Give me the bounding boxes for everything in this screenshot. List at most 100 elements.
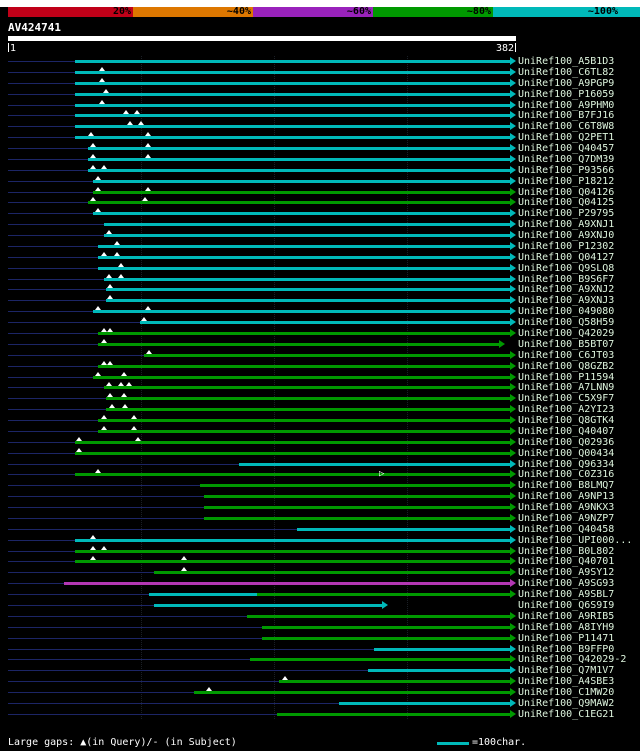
hit-label[interactable]: UniRef100_Q40457 <box>518 143 615 155</box>
hit-bar[interactable] <box>98 255 510 259</box>
hit-label[interactable]: UniRef100_P18212 <box>518 175 615 187</box>
hit-label[interactable]: UniRef100_B0L802 <box>518 545 615 557</box>
hit-bar[interactable] <box>98 419 510 423</box>
hit-bar[interactable] <box>87 157 510 161</box>
hit-label[interactable]: UniRef100_A9XNJ2 <box>518 284 615 296</box>
hit-bar[interactable] <box>103 223 510 227</box>
hit-label[interactable]: UniRef100_B5BT07 <box>518 338 615 350</box>
hit-label[interactable]: UniRef100_A5B1D3 <box>518 56 615 67</box>
hit-label[interactable]: UniRef100_Q04126 <box>518 186 615 198</box>
hit-label[interactable]: UniRef100_A9SBL7 <box>518 589 615 601</box>
hit-label[interactable]: UniRef100_Q8GTK4 <box>518 415 615 427</box>
hit-label[interactable]: UniRef100_A9SY12 <box>518 567 615 579</box>
hit-bar[interactable] <box>368 669 510 673</box>
hit-label[interactable]: UniRef100_Q40407 <box>518 425 615 437</box>
hit-label[interactable]: UniRef100_P93566 <box>518 164 615 176</box>
hit-bar[interactable] <box>93 310 510 314</box>
hit-bar[interactable] <box>74 560 510 564</box>
hit-label[interactable]: UniRef100_P11594 <box>518 371 615 383</box>
hit-bar[interactable] <box>87 168 510 172</box>
hit-label[interactable]: UniRef100_C1MW20 <box>518 687 615 699</box>
hit-label[interactable]: UniRef100_UPI000... <box>518 534 633 546</box>
hit-bar[interactable] <box>74 136 510 140</box>
hit-bar[interactable] <box>74 60 510 63</box>
hit-bar[interactable] <box>74 451 510 455</box>
hit-label[interactable]: UniRef100_Q2PET1 <box>518 132 615 144</box>
hit-bar[interactable] <box>103 386 510 390</box>
hit-label[interactable]: UniRef100_Q02936 <box>518 436 615 448</box>
hit-label[interactable]: UniRef100_Q42029-2 <box>518 654 627 666</box>
hit-bar[interactable] <box>74 81 510 85</box>
hit-bar[interactable] <box>98 364 510 368</box>
hit-label[interactable]: UniRef100_A9SG93 <box>518 578 615 590</box>
hit-bar[interactable] <box>279 680 510 684</box>
hit-label[interactable]: UniRef100_Q9MAW2 <box>518 697 615 709</box>
hit-bar[interactable] <box>87 147 510 151</box>
hit-bar[interactable] <box>247 614 510 618</box>
hit-label[interactable]: UniRef100_Q7M1V7 <box>518 665 615 677</box>
hit-bar[interactable] <box>143 353 510 357</box>
hit-bar[interactable] <box>106 408 510 412</box>
hit-bar[interactable] <box>106 397 510 401</box>
hit-label[interactable]: UniRef100_P11471 <box>518 632 615 644</box>
hit-label[interactable]: UniRef100_Q9SLQ8 <box>518 262 615 274</box>
hit-bar[interactable] <box>276 712 510 716</box>
hit-label[interactable]: UniRef100_Q8GZB2 <box>518 360 615 372</box>
hit-bar[interactable] <box>74 440 510 444</box>
hit-label[interactable]: UniRef100_B9S6F7 <box>518 273 615 285</box>
hit-bar[interactable] <box>74 70 510 74</box>
hit-bar[interactable] <box>373 647 510 651</box>
hit-label[interactable]: UniRef100_Q04127 <box>518 251 615 263</box>
hit-label[interactable]: UniRef100_Q6S9I9 <box>518 600 615 611</box>
hit-bar[interactable] <box>93 375 510 379</box>
hit-label[interactable]: UniRef100_Q40458 <box>518 523 615 535</box>
hit-label[interactable]: UniRef100_A9RIB5 <box>518 610 615 622</box>
hit-label[interactable]: UniRef100_Q04125 <box>518 197 615 209</box>
hit-bar[interactable] <box>74 103 510 107</box>
hit-label[interactable]: UniRef100_A9NP13 <box>518 491 615 503</box>
hit-bar[interactable] <box>98 342 500 346</box>
hit-label[interactable]: UniRef100_C6T8W8 <box>518 121 615 133</box>
hit-label[interactable]: UniRef100_A9NZP7 <box>518 512 615 524</box>
hit-bar[interactable] <box>296 527 510 531</box>
hit-label[interactable]: UniRef100_A9PGP9 <box>518 77 615 89</box>
hit-label[interactable]: UniRef100_A2YI23 <box>518 404 615 416</box>
hit-label[interactable]: UniRef100_C5X9F7 <box>518 393 615 405</box>
hit-bar[interactable] <box>139 321 510 325</box>
hit-bar[interactable] <box>203 516 510 520</box>
hit-bar[interactable] <box>93 212 510 216</box>
hit-bar[interactable] <box>239 462 510 466</box>
hit-bar[interactable] <box>93 179 510 183</box>
hit-bar[interactable] <box>154 604 383 607</box>
hit-label[interactable]: UniRef100_Q42029 <box>518 328 615 339</box>
hit-bar[interactable] <box>194 691 510 695</box>
hit-label[interactable]: UniRef100_C6TL82 <box>518 66 615 78</box>
hit-bar[interactable] <box>98 266 510 270</box>
hit-bar[interactable] <box>74 538 510 542</box>
hit-bar[interactable] <box>98 244 510 248</box>
hit-bar[interactable] <box>203 506 510 510</box>
hit-label[interactable]: UniRef100_P16059 <box>518 88 615 100</box>
hit-bar[interactable] <box>199 484 510 488</box>
hit-label[interactable]: UniRef100_C0Z316 <box>518 469 615 481</box>
hit-label[interactable]: UniRef100_B7FJ16 <box>518 110 615 122</box>
hit-label[interactable]: UniRef100_P12302 <box>518 240 615 252</box>
hit-label[interactable]: UniRef100_049080 <box>518 306 615 318</box>
hit-label[interactable]: UniRef100_A4SBE3 <box>518 676 615 688</box>
hit-label[interactable]: UniRef100_A8IYH9 <box>518 621 615 633</box>
hit-bar[interactable] <box>63 582 510 586</box>
hit-label[interactable]: UniRef100_A9XNJ0 <box>518 230 615 242</box>
hit-bar[interactable] <box>74 92 510 96</box>
hit-bar[interactable] <box>74 125 510 129</box>
hit-label[interactable]: UniRef100_P29795 <box>518 208 615 220</box>
hit-label[interactable]: UniRef100_C1EG21 <box>518 708 615 720</box>
hit-bar[interactable] <box>339 701 510 705</box>
hit-bar[interactable] <box>74 549 510 553</box>
hit-label[interactable]: UniRef100_B9FFP0 <box>518 643 615 655</box>
hit-bar[interactable] <box>106 288 510 292</box>
hit-label[interactable]: UniRef100_Q00434 <box>518 447 615 459</box>
hit-label[interactable]: UniRef100_A9NKX3 <box>518 502 615 514</box>
hit-label[interactable]: UniRef100_C6JT03 <box>518 349 615 361</box>
hit-bar[interactable] <box>98 332 510 335</box>
hit-label[interactable]: UniRef100_A9XNJ3 <box>518 295 615 307</box>
